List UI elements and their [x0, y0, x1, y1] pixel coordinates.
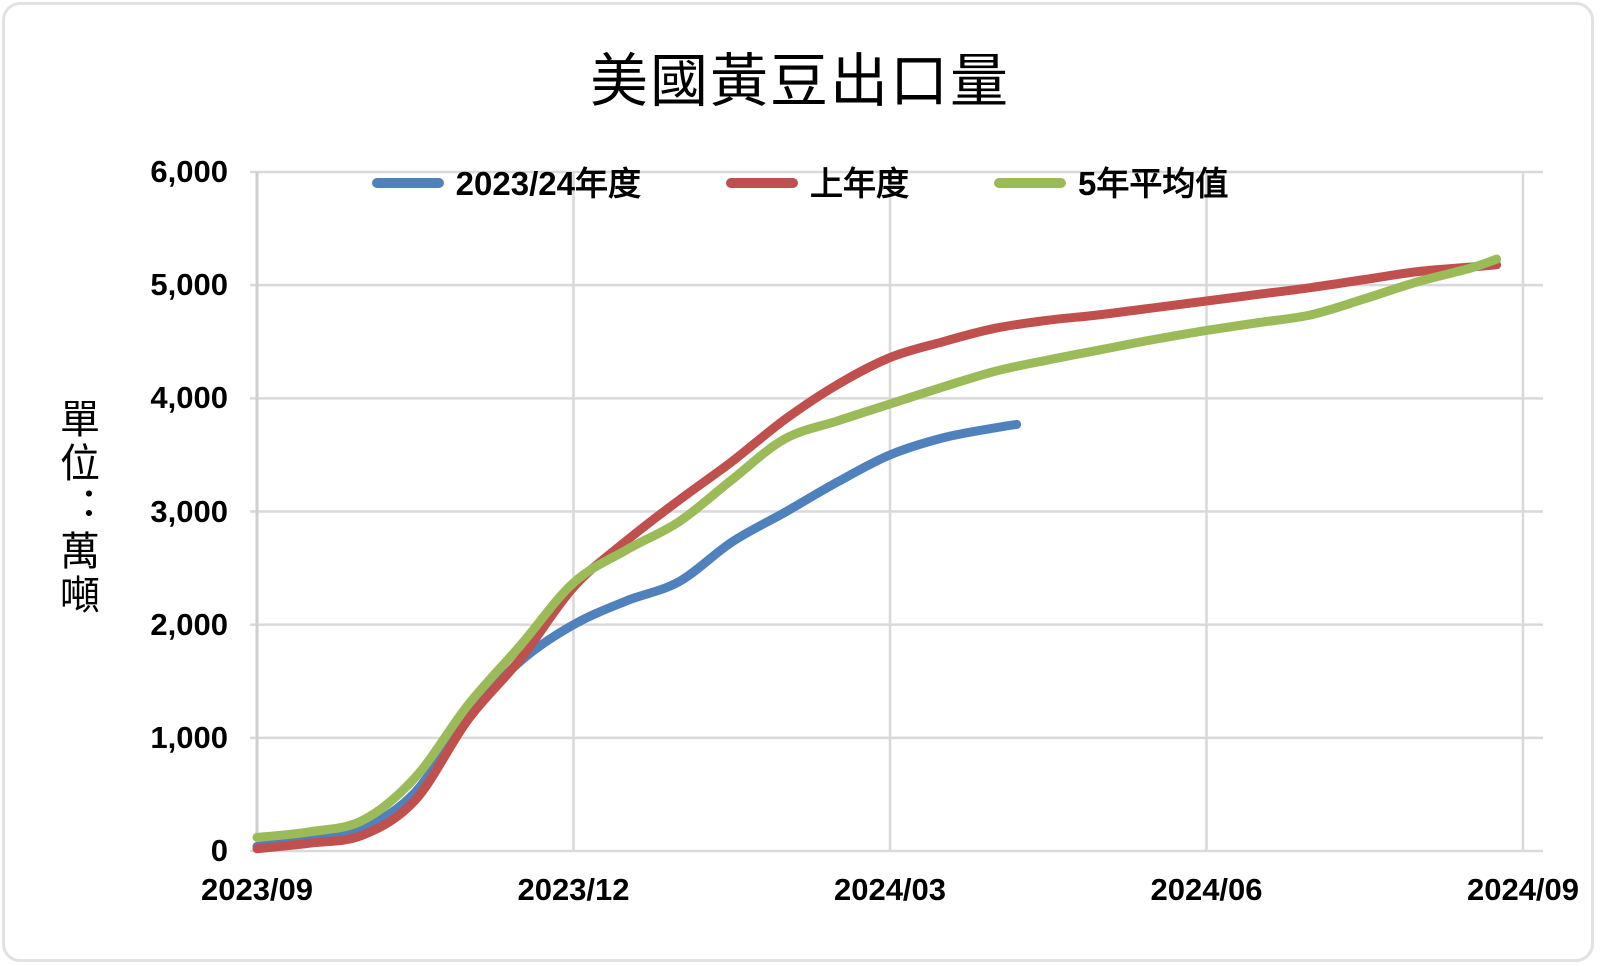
legend-item: 上年度 [725, 164, 909, 202]
y-tick-label: 6,000 [150, 154, 228, 189]
x-tick-label: 2024/06 [1150, 872, 1263, 907]
series-line [252, 254, 1502, 842]
y-tick-label: 0 [210, 833, 228, 868]
legend-label: 上年度 [809, 164, 909, 202]
y-tick-label: 2,000 [150, 606, 228, 642]
y-tick-label: 5,000 [150, 267, 228, 303]
y-tick-label: 4,000 [150, 380, 228, 416]
y-axis-title: 單位：萬噸 [53, 398, 99, 618]
series-line [252, 260, 1502, 854]
x-tick-label: 2024/09 [1466, 872, 1580, 907]
legend: 2023/24年度 上年度 5年平均值 [0, 156, 1600, 210]
x-tick-label: 2023/09 [200, 872, 314, 907]
data-series-lines [252, 254, 1502, 854]
legend-label: 2023/24年度 [455, 164, 641, 202]
legend-line-swatch [725, 178, 798, 188]
y-tick-label: 1,000 [150, 719, 228, 755]
legend-label: 5年平均值 [1077, 164, 1229, 202]
x-tick-label: 2023/12 [517, 872, 630, 907]
legend-item: 2023/24年度 [371, 164, 641, 202]
legend-line-swatch [993, 178, 1066, 188]
legend-item: 5年平均值 [993, 164, 1229, 202]
y-tick-label: 3,000 [150, 493, 228, 529]
x-tick-label: 2024/03 [833, 872, 947, 907]
series-line [252, 419, 1022, 851]
legend-line-swatch [371, 178, 444, 188]
chart-title: 美國黃豆出口量 [589, 47, 1010, 115]
